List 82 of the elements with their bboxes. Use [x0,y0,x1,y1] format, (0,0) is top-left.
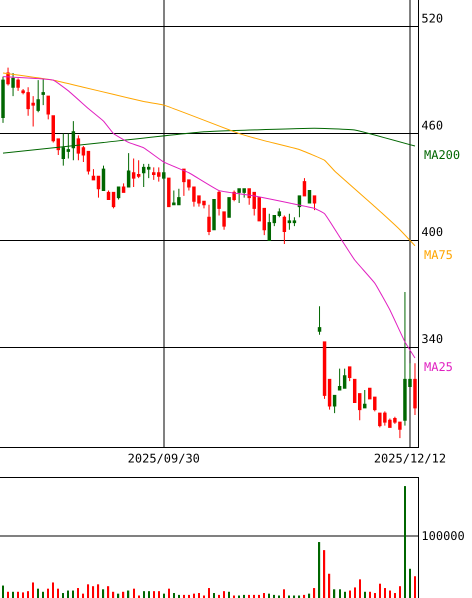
bar [253,594,255,598]
y-tick-label: 520 [421,12,444,26]
bar [173,593,175,598]
bar [133,588,135,598]
bar [102,589,104,598]
bar [158,591,160,598]
bar [87,584,90,598]
bar [72,590,74,598]
bar [188,594,190,598]
bar [283,589,285,598]
bar [77,588,79,598]
bar [223,591,225,598]
bar [117,594,120,598]
bar [7,592,9,598]
bar [258,594,260,598]
bar [143,591,145,598]
y-tick-label: 100000 [421,529,465,544]
bar [263,593,265,598]
bar [374,593,376,598]
bar [318,542,320,598]
bar [107,586,110,598]
bar [399,586,401,598]
x-tick-label: 2025/12/12 [374,451,446,466]
bar [17,592,19,598]
x-tick-label: 2025/09/30 [128,451,200,466]
bar [178,594,180,598]
bar [379,584,381,598]
bar [328,574,330,598]
bar [389,590,391,598]
y-tick-label: 400 [421,225,444,240]
bar [67,590,69,598]
bar [193,594,195,598]
bar [273,594,275,598]
bar [22,592,24,598]
bar [153,591,155,598]
bar [308,594,310,598]
bar [218,594,220,598]
bar [384,588,386,598]
bar [339,589,341,598]
bar [62,593,64,598]
bar [2,586,4,598]
bar [213,593,215,598]
bar [359,579,361,598]
bar [344,592,346,598]
bar [313,588,316,598]
bar [268,594,270,598]
bar [163,594,165,598]
bar [323,550,326,598]
bar [57,588,59,598]
bar [354,587,356,598]
y-tick-label: 340 [421,332,444,346]
bar [32,582,34,598]
bar [228,592,230,598]
bar [349,590,351,598]
bar [82,594,84,598]
bar [243,594,245,598]
bar [37,588,39,598]
bar [27,591,29,598]
bar [52,582,54,598]
bar [404,486,406,598]
series-label: MA25 [424,360,453,374]
bar [369,592,371,598]
bar [394,593,396,598]
series-label: MA200 [424,148,460,162]
bar [42,592,44,598]
bar [92,586,94,598]
bar [12,592,14,598]
bar [248,594,250,598]
bar [303,594,306,598]
bar [183,594,185,598]
bar [168,588,170,598]
bar [198,593,200,598]
bar [208,588,210,598]
bar [47,588,49,598]
bar [409,568,411,598]
bar [97,584,100,598]
bar [127,590,130,598]
bar [364,592,366,598]
y-tick-label: 460 [421,118,444,132]
bar [148,591,150,598]
bar [414,576,416,598]
series-label: MA75 [424,248,453,262]
